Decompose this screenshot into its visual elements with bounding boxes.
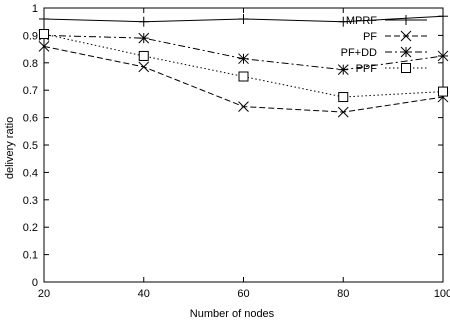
x-tick-label: 80 (337, 288, 349, 300)
legend-marker (400, 46, 412, 58)
legend-marker (400, 30, 412, 42)
x-axis-label: Number of nodes (190, 308, 275, 320)
legend-label: PF (363, 31, 377, 43)
data-point (238, 53, 249, 65)
data-point (238, 101, 249, 112)
data-point (138, 61, 150, 73)
data-point (238, 71, 249, 82)
series-mprf (39, 11, 448, 27)
data-point (338, 16, 349, 27)
x-tick-label: 100 (434, 288, 450, 300)
data-point (138, 16, 149, 27)
data-point (438, 86, 448, 97)
series-pf (38, 41, 449, 118)
y-tick-label: 0 (32, 277, 38, 289)
data-point (39, 13, 49, 24)
y-tick-label: 0.6 (23, 113, 38, 125)
legend-entry: MPRF (346, 15, 427, 27)
data-point (437, 50, 449, 62)
y-tick-label: 0.9 (23, 30, 38, 42)
y-tick-label: 0.4 (23, 167, 38, 179)
y-tick-label: 1 (32, 3, 38, 15)
legend-entry: PF+DD (341, 46, 427, 59)
data-point (38, 41, 50, 52)
data-point (39, 29, 49, 40)
legend-marker (401, 63, 411, 73)
legend-label: MPRF (346, 15, 377, 27)
legend-entry: PF (363, 30, 427, 43)
x-tick-label: 40 (138, 288, 150, 300)
y-tick-label: 0.2 (23, 222, 38, 234)
data-point (238, 13, 249, 24)
legend-label: PPF (356, 63, 378, 75)
data-point (138, 50, 149, 61)
data-point (337, 106, 349, 118)
legend-label: PF+DD (341, 47, 377, 59)
data-point (138, 32, 150, 44)
y-tick-label: 0.3 (23, 195, 38, 207)
series-line (43, 34, 444, 71)
series-pf-dd (38, 30, 449, 76)
y-tick-label: 0.1 (23, 250, 38, 262)
y-axis-label: delivery ratio (4, 117, 16, 179)
data-point (438, 11, 448, 22)
y-tick-label: 0.8 (23, 58, 38, 70)
x-tick-label: 60 (237, 288, 249, 300)
x-tick-label: 20 (38, 288, 50, 300)
data-point (337, 64, 349, 76)
y-tick-label: 0.5 (23, 140, 38, 152)
y-tick-label: 0.7 (23, 85, 38, 97)
plot-frame (43, 7, 444, 283)
series-line (43, 33, 444, 98)
data-point (338, 92, 349, 103)
series-ppf (39, 29, 448, 103)
legend-marker (401, 15, 411, 25)
legend-entry: PPF (356, 63, 427, 75)
